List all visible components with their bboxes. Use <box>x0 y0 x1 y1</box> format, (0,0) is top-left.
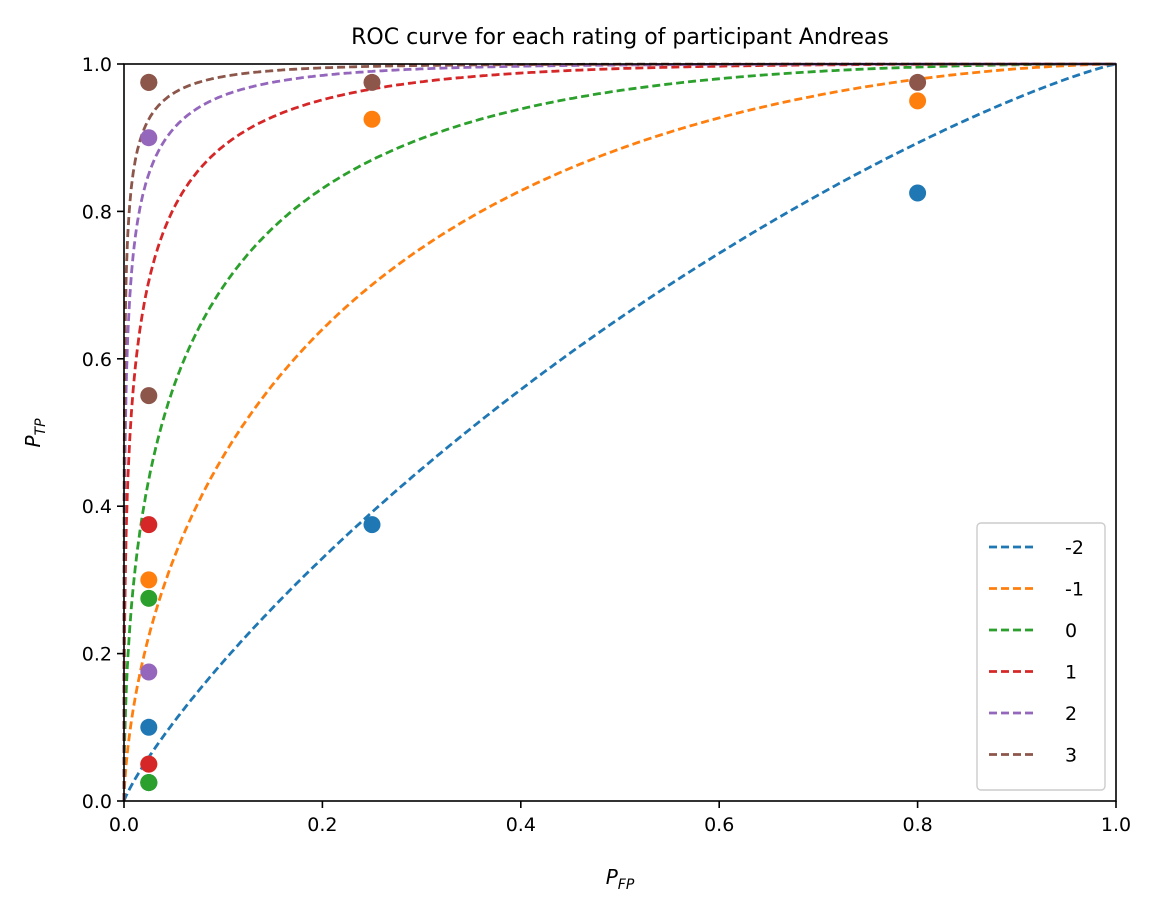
roc-curve-4 <box>122 62 1116 801</box>
x-tick-label: 0.2 <box>307 814 337 836</box>
data-point-0-3 <box>909 184 927 202</box>
curves-layer <box>122 62 1117 802</box>
y-ticks: 0.0 0.2 0.4 0.6 0.8 1.0 <box>82 54 124 813</box>
x-tick-label: 0.0 <box>109 814 139 836</box>
roc-curve-0 <box>122 62 1117 802</box>
data-point-3-0 <box>140 755 158 773</box>
x-tick-label: 1.0 <box>1101 814 1131 836</box>
legend-label-0: -2 <box>1065 537 1084 559</box>
roc-curve-5 <box>122 62 1116 801</box>
legend-label-3: 1 <box>1065 662 1077 684</box>
x-ticks: 0.0 0.2 0.4 0.6 0.8 1.0 <box>109 801 1131 836</box>
y-axis-label: PTP <box>21 418 49 448</box>
roc-curve-3 <box>122 62 1116 801</box>
y-tick-label: 0.8 <box>82 201 112 223</box>
x-axis-label-sub: FP <box>618 877 635 893</box>
chart-title: ROC curve for each rating of participant… <box>351 25 889 50</box>
points-layer <box>140 73 927 792</box>
data-point-5-3 <box>363 73 381 91</box>
x-axis-label-main: P <box>606 865 619 889</box>
roc-curve-2 <box>122 62 1116 801</box>
legend-label-2: 0 <box>1065 620 1077 642</box>
y-tick-label: 0.4 <box>82 496 112 518</box>
x-tick-label: 0.6 <box>704 814 734 836</box>
legend-label-1: -1 <box>1065 579 1084 601</box>
x-tick-label: 0.4 <box>506 814 536 836</box>
y-tick-label: 0.2 <box>82 644 112 666</box>
data-point-0-1 <box>140 718 158 736</box>
plot-frame <box>123 63 1117 802</box>
x-tick-label: 0.8 <box>902 814 932 836</box>
y-axis-label-main: P <box>21 435 45 448</box>
roc-curve-1 <box>122 62 1117 801</box>
data-point-5-4 <box>909 73 927 91</box>
data-point-4-0 <box>140 663 158 681</box>
data-point-4-1 <box>140 129 158 147</box>
data-point-3-1 <box>140 516 158 534</box>
data-point-1-2 <box>363 110 381 128</box>
legend-box <box>976 522 1106 791</box>
y-tick-label: 0.6 <box>82 349 112 371</box>
y-axis-label-sub: TP <box>33 418 49 436</box>
y-tick-label: 0.0 <box>82 791 112 813</box>
x-axis-label: PFP <box>606 865 635 893</box>
data-point-2-2 <box>140 774 158 792</box>
y-tick-label: 1.0 <box>82 54 112 76</box>
data-point-5-2 <box>140 73 158 91</box>
data-point-5-0 <box>140 387 158 405</box>
legend-label-5: 3 <box>1065 745 1077 767</box>
data-point-0-2 <box>363 516 381 534</box>
data-point-2-1 <box>140 589 158 607</box>
data-point-1-3 <box>909 92 927 110</box>
legend-label-4: 2 <box>1065 703 1077 725</box>
legend: -2 -1 0 1 2 3 <box>976 522 1106 791</box>
data-point-1-1 <box>140 571 158 589</box>
